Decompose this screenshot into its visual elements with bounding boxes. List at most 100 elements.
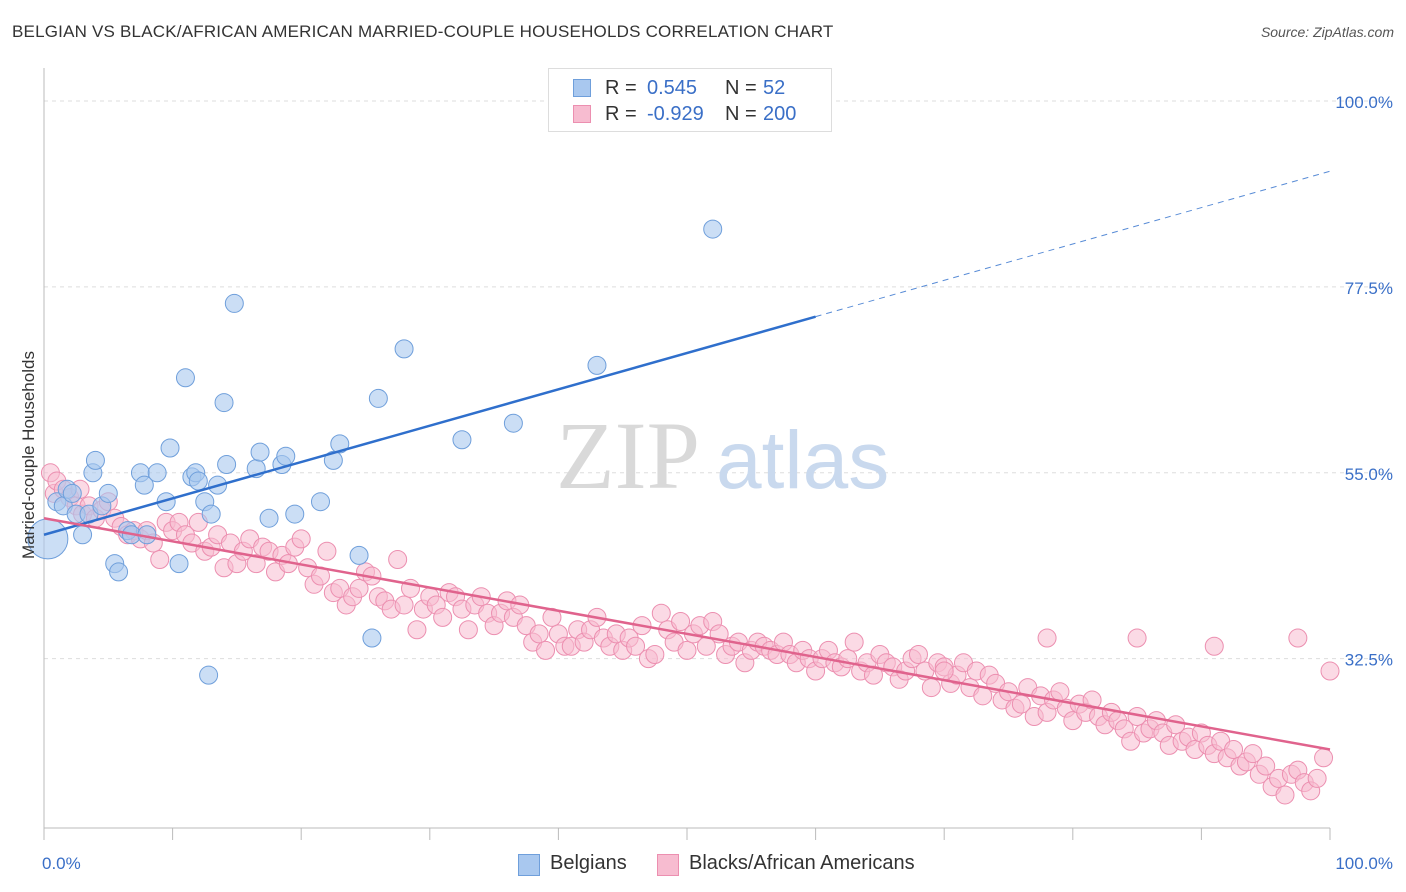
- blacks-point: [651, 603, 671, 623]
- y-tick-label: 100.0%: [1335, 93, 1393, 112]
- correlation-legend: R = 0.545 N = 52 R = -0.929 N = 200: [548, 68, 832, 132]
- blacks-point: [529, 624, 549, 644]
- belgians-point: [188, 471, 208, 491]
- blacks-point: [1256, 756, 1276, 776]
- belgians-point: [201, 504, 221, 524]
- blacks-point: [150, 550, 170, 570]
- belgians-point: [98, 483, 118, 503]
- x-tick-label: 100.0%: [1335, 854, 1393, 873]
- blacks-point: [246, 554, 266, 574]
- blacks-point: [388, 550, 408, 570]
- y-tick-label: 77.5%: [1345, 279, 1393, 298]
- belgians-point: [217, 455, 237, 475]
- blacks-trend-line: [43, 516, 1331, 751]
- gridlines: [44, 100, 1394, 660]
- belgians-point: [199, 665, 219, 685]
- belgians-point: [587, 355, 607, 375]
- tick-labels: 100.0% 77.5% 55.0% 32.5% 0.0% 100.0%: [42, 93, 1393, 873]
- belgians-point: [362, 628, 382, 648]
- belgians-point: [73, 525, 93, 545]
- legend-r-value: 0.545: [647, 77, 698, 99]
- trend-lines: [43, 170, 1331, 751]
- belgians-point: [109, 562, 129, 582]
- blacks-point: [1243, 744, 1263, 764]
- legend-label-blacks: Blacks/African Americans: [689, 852, 915, 874]
- belgians-point: [452, 430, 472, 450]
- blacks-point: [1224, 740, 1244, 760]
- watermark-zip: ZIP: [556, 402, 700, 509]
- legend-n-label: N =: [725, 77, 757, 99]
- belgians-point: [85, 450, 105, 470]
- belgians-point: [214, 393, 234, 413]
- belgians-point: [368, 388, 388, 408]
- y-tick-label: 32.5%: [1345, 651, 1393, 670]
- blacks-point: [677, 640, 697, 660]
- blacks-point: [671, 611, 691, 631]
- legend-r-label: R =: [605, 77, 637, 99]
- legend-n-value: 200: [763, 103, 797, 125]
- chart-title: BELGIAN VS BLACK/AFRICAN AMERICAN MARRIE…: [12, 22, 834, 41]
- belgians-point: [276, 446, 296, 466]
- belgians-point: [250, 442, 270, 462]
- source-credit: Source: ZipAtlas.com: [1260, 24, 1394, 40]
- blacks-point: [934, 661, 954, 681]
- blacks-point: [458, 620, 478, 640]
- belgians-point: [310, 492, 330, 512]
- y-tick-label: 55.0%: [1345, 465, 1393, 484]
- belgians-point: [394, 339, 414, 359]
- data-points: [27, 219, 1340, 805]
- blacks-point: [1050, 682, 1070, 702]
- legend-r-value: -0.929: [647, 103, 704, 125]
- legend-swatch-belgians: [573, 79, 591, 97]
- blacks-point: [291, 529, 311, 549]
- belgians-point: [703, 219, 723, 239]
- belgians-point: [330, 434, 350, 454]
- y-axis-label: Married-couple Households: [19, 351, 38, 559]
- blacks-point: [349, 578, 369, 598]
- belgians-point: [175, 368, 195, 388]
- legend-r-label: R =: [605, 103, 637, 125]
- blacks-point: [536, 640, 556, 660]
- blacks-point: [1127, 628, 1147, 648]
- belgians-point: [134, 475, 154, 495]
- blacks-point: [1307, 768, 1327, 788]
- x-tick-label: 0.0%: [42, 854, 81, 873]
- belgians-point: [169, 554, 189, 574]
- blacks-point: [433, 607, 453, 627]
- belgians-point: [224, 293, 244, 313]
- belgians-point: [62, 483, 82, 503]
- blacks-point: [1275, 785, 1295, 805]
- legend-n-label: N =: [725, 103, 757, 125]
- blacks-point: [626, 636, 646, 656]
- legend-n-value: 52: [763, 77, 786, 99]
- legend-swatch-blacks: [573, 105, 591, 123]
- blacks-point: [394, 595, 414, 615]
- blacks-point: [317, 541, 337, 561]
- belgians-point: [285, 504, 305, 524]
- blacks-point: [1288, 628, 1308, 648]
- watermark: ZIP atlas: [556, 402, 889, 509]
- blacks-point: [921, 678, 941, 698]
- belgians-trend-extension: [815, 170, 1331, 318]
- belgians-trend-line: [43, 315, 816, 536]
- series-legend: Belgians Blacks/African Americans: [0, 852, 1406, 878]
- legend-label-belgians: Belgians: [550, 852, 627, 874]
- blacks-point: [1037, 628, 1057, 648]
- belgians-point: [259, 508, 279, 528]
- blacks-point: [1204, 636, 1224, 656]
- blacks-point: [1082, 690, 1102, 710]
- legend-swatch-belgians: [518, 854, 540, 876]
- axes: [43, 68, 1331, 840]
- blacks-point: [645, 645, 665, 665]
- belgians-point: [503, 413, 523, 433]
- blacks-point: [407, 620, 427, 640]
- belgians-point: [147, 463, 167, 483]
- belgians-point: [160, 438, 180, 458]
- blacks-point: [1314, 748, 1334, 768]
- blacks-point: [844, 632, 864, 652]
- belgians-point: [323, 450, 343, 470]
- blacks-point: [908, 645, 928, 665]
- watermark-atlas: atlas: [716, 415, 889, 506]
- blacks-point: [1320, 661, 1340, 681]
